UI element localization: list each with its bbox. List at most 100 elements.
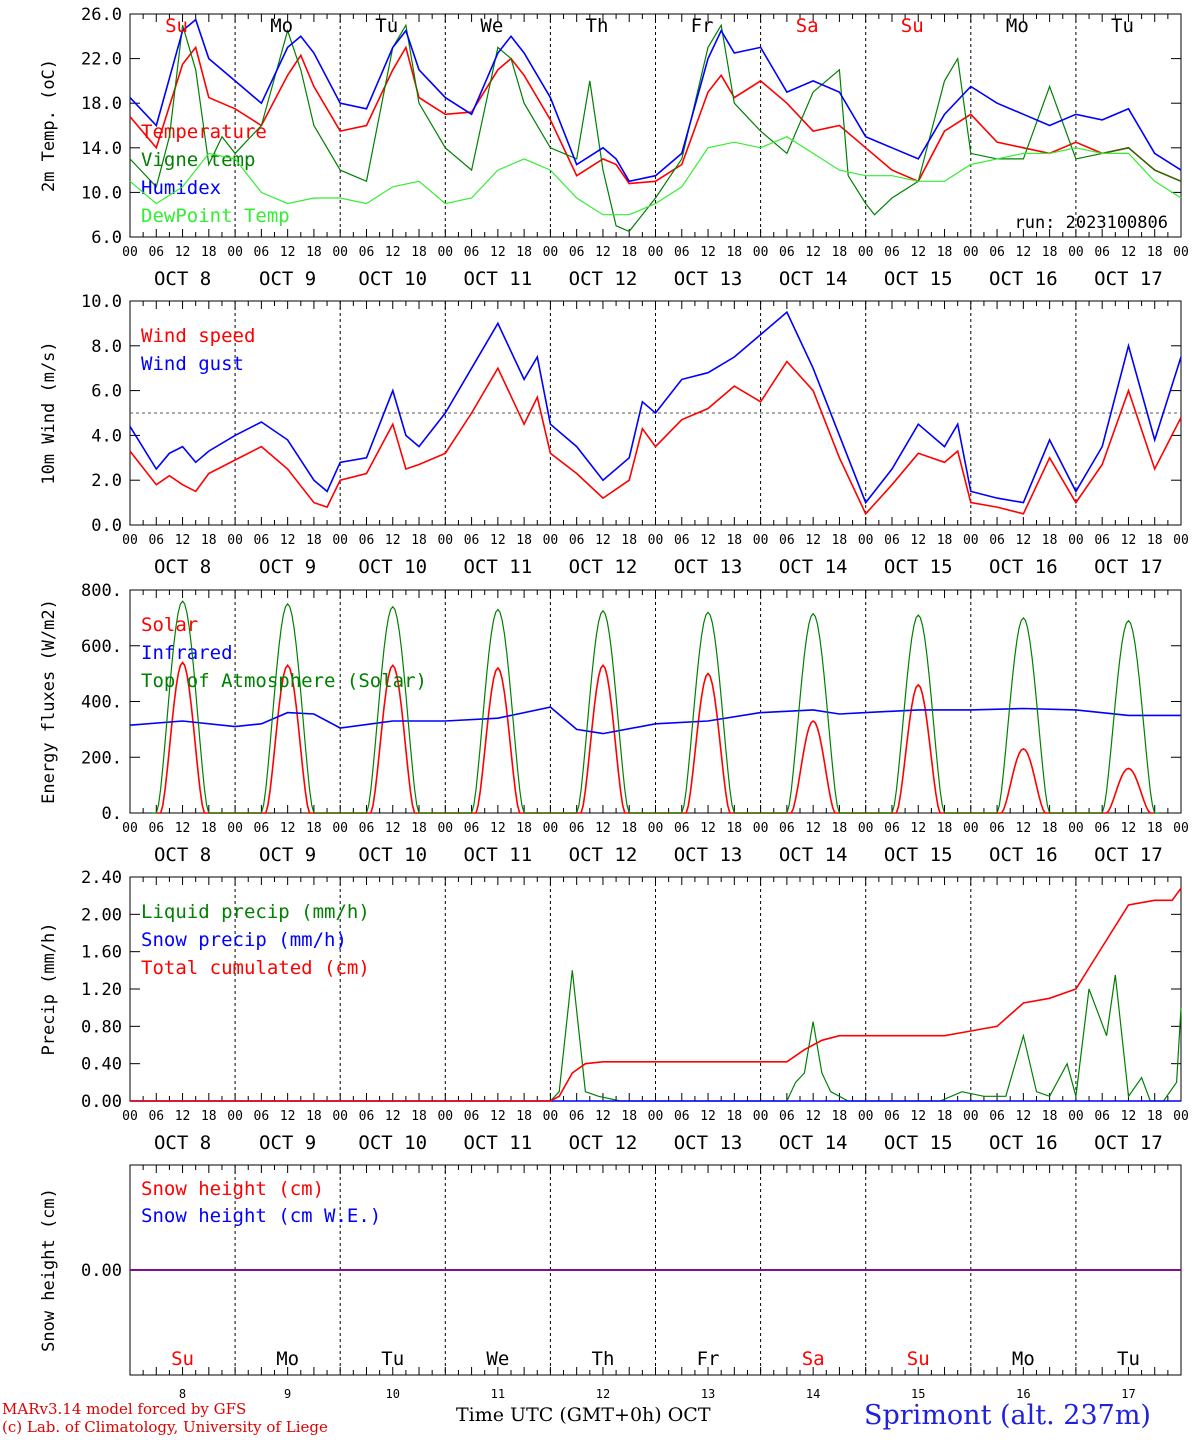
hour-tick-label: 00 [122,1109,138,1124]
y-tick-label: 10.0 [81,292,122,312]
weekday-label: Su [171,1348,194,1370]
hour-tick-label: 12 [910,1109,926,1124]
hour-tick-label: 00 [332,821,348,836]
date-label: OCT 15 [884,556,953,578]
hour-tick-label: 12 [700,821,716,836]
hour-tick-label: 18 [516,821,532,836]
date-label: OCT 14 [779,1132,848,1154]
hour-tick-label: 06 [884,533,900,548]
hour-tick-label: 18 [621,533,637,548]
date-label: OCT 15 [884,844,953,866]
panels-layer: 6.010.014.018.022.026.02m Temp. (oC) Temp… [39,5,1189,1401]
y-tick-label: 8.0 [91,337,122,357]
series-line-top-of-atmosphere-solar- [151,600,1160,814]
hour-tick-label: 12 [1121,821,1137,836]
hour-tick-label: 00 [227,245,243,260]
series-line-wind-speed [129,360,1182,516]
hour-tick-label: 06 [989,1109,1005,1124]
hour-tick-label: 18 [621,245,637,260]
hour-tick-label: 12 [175,533,191,548]
hour-tick-label: 18 [201,533,217,548]
hour-tick-label: 00 [1173,821,1189,836]
hour-tick-label: 00 [963,1109,979,1124]
hour-tick-label: 00 [543,1109,559,1124]
hour-tick-label: 06 [148,533,164,548]
legend-wind-gust: Wind gust [141,353,244,375]
hour-tick-label: 18 [937,1109,953,1124]
hour-tick-label: 18 [726,245,742,260]
hour-tick-label: 12 [1121,245,1137,260]
y-tick-label: 22.0 [81,50,122,70]
date-label: OCT 10 [358,556,427,578]
hour-tick-label: 00 [1068,533,1084,548]
date-label: OCT 12 [569,1132,638,1154]
hour-tick-label: 12 [805,245,821,260]
y-tick-label: 1.20 [81,980,122,1000]
series-line-vigne-temp [129,23,1182,233]
hour-tick-label: 18 [1042,245,1058,260]
hour-tick-label: 00 [753,1109,769,1124]
hour-tick-label: 12 [280,1109,296,1124]
day-number: 16 [1016,1387,1030,1401]
hour-tick-label: 06 [254,821,270,836]
hour-tick-label: 12 [700,533,716,548]
hour-tick-label: 00 [648,533,664,548]
hour-tick-label: 06 [254,533,270,548]
hour-tick-label: 12 [490,1109,506,1124]
hour-tick-label: 12 [490,533,506,548]
hour-tick-label: 00 [648,245,664,260]
series-line-dewpoint-temp [129,136,1182,216]
weekday-label: Tu [1111,15,1134,37]
panel-3: 0. 200. 400. 600. 800. Energy fluxes (W/m2) So… [39,581,1189,866]
legend-snow-height-cm-: Snow height (cm) [141,1178,324,1200]
lab-credit: (c) Lab. of Climatology, University of L… [2,1418,328,1436]
hour-tick-label: 00 [858,533,874,548]
hour-tick-label: 12 [595,1109,611,1124]
weekday-label: Tu [381,1348,404,1370]
hour-tick-label: 18 [1147,821,1163,836]
hour-tick-label: 06 [884,821,900,836]
hour-tick-label: 06 [989,533,1005,548]
date-label: OCT 13 [674,844,743,866]
y-tick-label: 0.80 [81,1017,122,1037]
hour-tick-label: 12 [490,821,506,836]
hour-tick-label: 06 [779,533,795,548]
date-label: OCT 10 [358,1132,427,1154]
hour-tick-label: 18 [201,245,217,260]
hour-tick-label: 18 [306,245,322,260]
date-label: OCT 8 [154,844,211,866]
hour-tick-label: 06 [989,245,1005,260]
weekday-label: Th [586,15,609,37]
series-line-humidex [129,18,1182,183]
hour-tick-label: 00 [963,533,979,548]
hour-tick-label: 06 [1094,1109,1110,1124]
hour-tick-label: 00 [227,821,243,836]
y-tick-label: 0.40 [81,1055,122,1075]
hour-tick-label: 18 [832,1109,848,1124]
date-label: OCT 11 [464,1132,533,1154]
y-tick-label: 10.0 [81,183,122,203]
y-tick-label: 0. [102,804,122,824]
hour-tick-label: 06 [359,1109,375,1124]
hour-tick-label: 18 [1147,1109,1163,1124]
weekday-label: Mo [1012,1348,1035,1370]
date-label: OCT 8 [154,556,211,578]
hour-tick-label: 06 [359,533,375,548]
legend-dewpoint-temp: DewPoint Temp [141,205,290,227]
hour-tick-label: 12 [595,533,611,548]
day-number: 9 [284,1387,291,1401]
y-tick-label: 6.0 [91,382,122,402]
hour-tick-label: 06 [464,245,480,260]
hour-tick-label: 18 [1042,821,1058,836]
hour-tick-label: 18 [726,821,742,836]
hour-tick-label: 18 [832,245,848,260]
hour-tick-label: 06 [569,533,585,548]
weekday-label: Fr [697,1348,720,1370]
date-label: OCT 9 [259,268,316,290]
weekday-label: We [486,1348,509,1370]
hour-tick-label: 12 [385,533,401,548]
legend-snow-height-cm-w-e-: Snow height (cm W.E.) [141,1205,381,1227]
hour-tick-label: 00 [1173,533,1189,548]
legend-total-cumulated-cm-: Total cumulated (cm) [141,957,370,979]
weekday-label: Sa [796,15,819,37]
